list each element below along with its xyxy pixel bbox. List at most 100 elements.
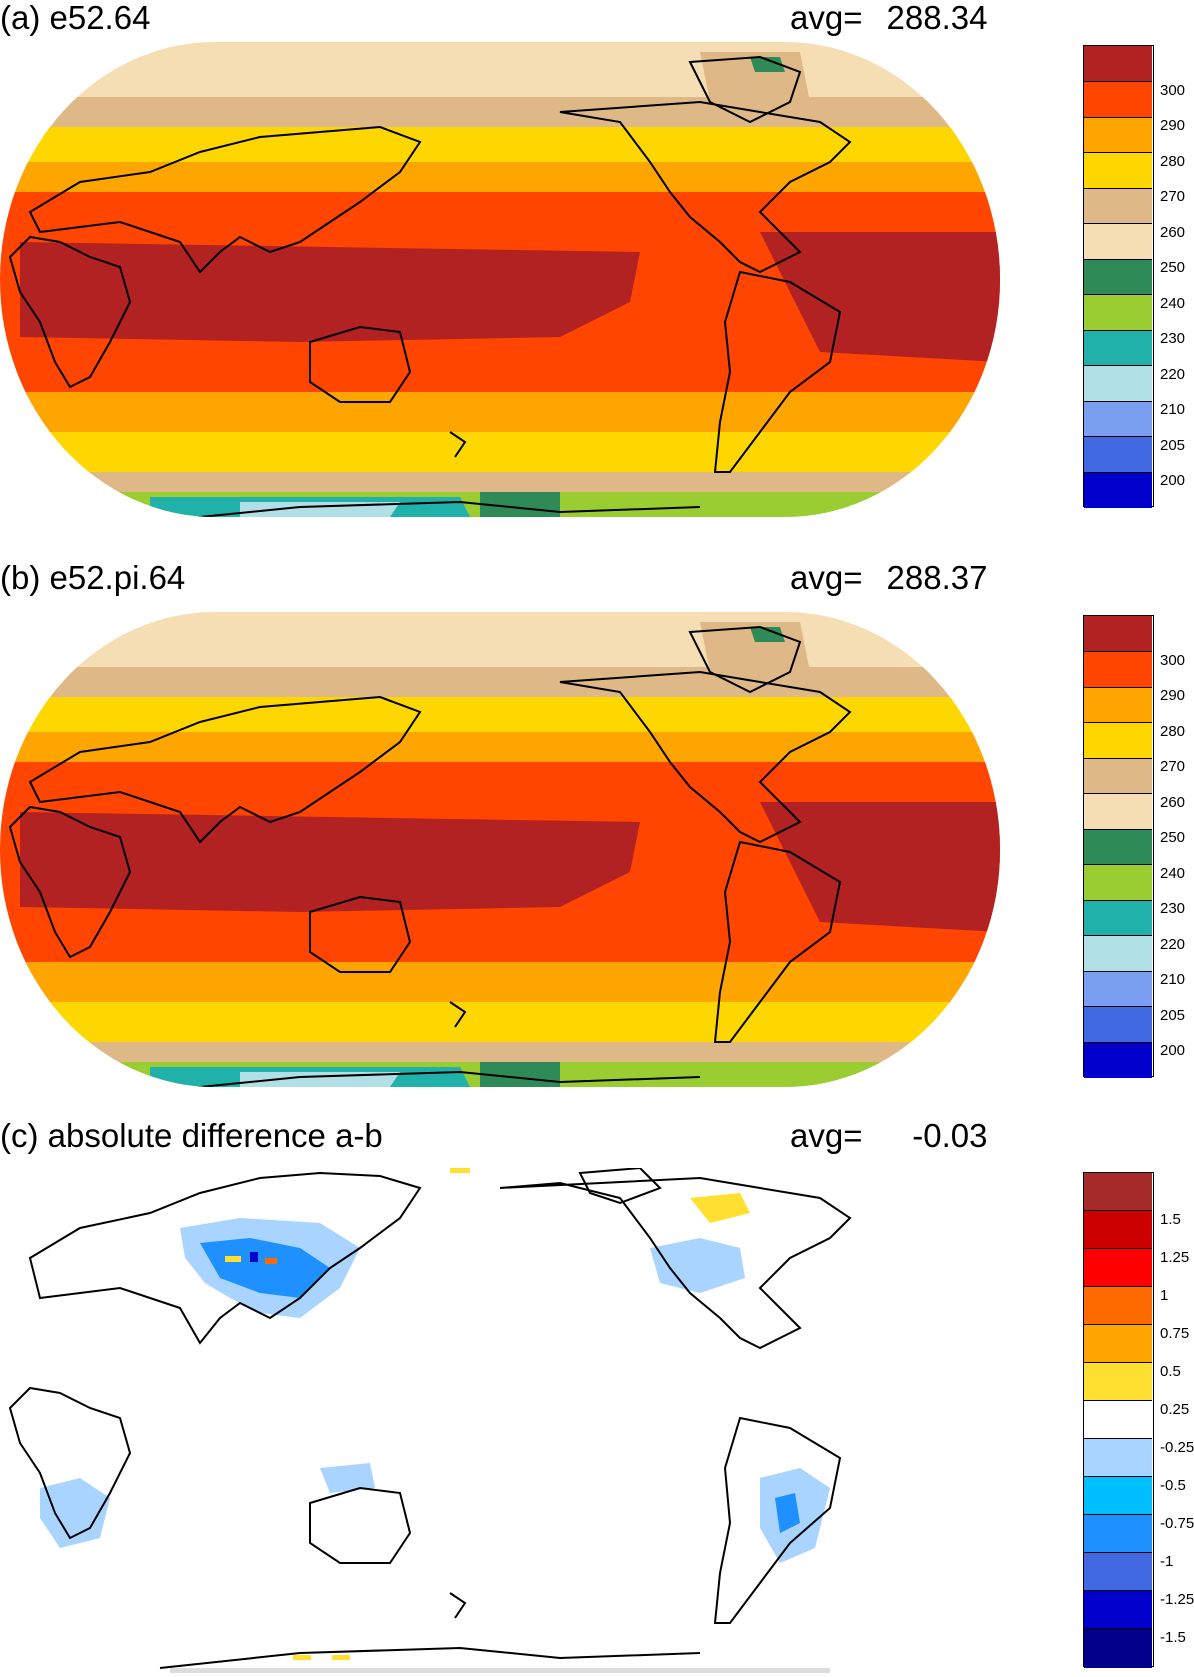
colorbar-box [1084, 936, 1152, 972]
panel-b-map [0, 612, 1000, 1087]
colorbar-box [1084, 616, 1152, 652]
colorbar-label: 240 [1160, 295, 1186, 312]
negative-spot [250, 1252, 258, 1262]
panel-c: (c) absolute difference a-b avg= -0.03 [0, 1118, 1194, 1677]
colorbar-label: 240 [1160, 865, 1186, 882]
panel-a-colorbar [1083, 45, 1154, 508]
colorbar-label: 200 [1160, 472, 1186, 489]
colorbar-box [1084, 1043, 1152, 1078]
colorbar-box [1084, 473, 1152, 508]
colorbar-label: 205 [1160, 1007, 1186, 1024]
colorbar-label: -1.5 [1160, 1629, 1186, 1646]
colorbar-box [1084, 1439, 1152, 1477]
greenland-peak [750, 627, 785, 642]
strong-negative-asia [200, 1238, 330, 1298]
colorbar-label: 250 [1160, 259, 1186, 276]
colorbar-box [1084, 652, 1152, 688]
colorbar-box [1084, 1173, 1152, 1211]
strong-negative-sa [775, 1493, 800, 1533]
panel-c-colorbar [1083, 1172, 1154, 1668]
panel-a-avg-value: 288.34 [886, 0, 988, 36]
colorbar-label: 280 [1160, 153, 1186, 170]
warm-pool [20, 242, 640, 342]
colorbar-label: 1 [1160, 1287, 1169, 1304]
colorbar-box [1084, 1287, 1152, 1325]
colorbar-box [1084, 260, 1152, 295]
coastlines [8, 625, 852, 1087]
panel-c-avg: avg= -0.03 [790, 1118, 987, 1154]
positive-spot [225, 1256, 241, 1262]
colorbar-label: 280 [1160, 723, 1186, 740]
colorbar-box [1084, 1325, 1152, 1363]
colorbar-label: 230 [1160, 900, 1186, 917]
colorbar-label: -0.75 [1160, 1515, 1194, 1532]
panel-c-avg-value: -0.03 [912, 1117, 988, 1154]
colorbar-box [1084, 1629, 1152, 1668]
colorbar-box [1084, 759, 1152, 794]
negative-north-america [650, 1238, 745, 1293]
colorbar-label: 1.25 [1160, 1249, 1190, 1266]
colorbar-box [1084, 46, 1152, 82]
colorbar-box [1084, 1363, 1152, 1401]
colorbar-box [1084, 118, 1152, 153]
warm-pool [20, 812, 640, 912]
panel-c-avg-label: avg= [790, 1117, 863, 1154]
colorbar-label: 220 [1160, 366, 1186, 383]
positive-greenland [690, 1193, 750, 1223]
positive-spot [450, 1168, 470, 1173]
colorbar-box [1084, 1515, 1152, 1553]
colorbar-box [1084, 82, 1152, 118]
colorbar-label: 260 [1160, 794, 1186, 811]
colorbar-box [1084, 1401, 1152, 1439]
colorbar-box [1084, 901, 1152, 936]
colorbar-label: 290 [1160, 687, 1186, 704]
colorbar-box [1084, 723, 1152, 759]
colorbar-box [1084, 1249, 1152, 1287]
colorbar-label: 0.5 [1160, 1363, 1181, 1380]
negative-africa [40, 1478, 110, 1548]
colorbar-label: 260 [1160, 224, 1186, 241]
panel-a-title: (a) e52.64 [0, 0, 151, 36]
difference-field [40, 1168, 830, 1660]
positive-spot [293, 1655, 311, 1660]
panel-b-title: (b) e52.pi.64 [0, 559, 186, 596]
colorbar-label: 210 [1160, 401, 1186, 418]
colorbar-box [1084, 688, 1152, 723]
colorbar-label: -1.25 [1160, 1591, 1194, 1608]
colorbar-box [1084, 1553, 1152, 1591]
atlantic-warm [760, 802, 1000, 932]
band-south-warm [0, 962, 1000, 1007]
colorbar-box [1084, 972, 1152, 1007]
band-south-mild [0, 432, 1000, 477]
colorbar-box [1084, 830, 1152, 865]
coastlines [8, 1168, 852, 1669]
colorbar-label: 270 [1160, 188, 1186, 205]
colorbar-box [1084, 366, 1152, 402]
colorbar-label: 0.75 [1160, 1325, 1190, 1342]
panel-b: (b) e52.pi.64 avg= 288.37 [0, 560, 1194, 1115]
panel-c-map [0, 1168, 1000, 1673]
greenland-peak [750, 57, 785, 72]
colorbar-label: 200 [1160, 1042, 1186, 1059]
colorbar-label: 230 [1160, 330, 1186, 347]
colorbar-label: -0.25 [1160, 1439, 1194, 1456]
band-south-warm [0, 392, 1000, 437]
colorbar-label: 270 [1160, 758, 1186, 775]
colorbar-label: 220 [1160, 936, 1186, 953]
colorbar-box [1084, 189, 1152, 224]
panel-a-avg: avg= 288.34 [790, 0, 987, 36]
colorbar-box [1084, 295, 1152, 331]
coastlines [8, 55, 852, 517]
positive-spot [332, 1655, 350, 1660]
panel-b-avg-label: avg= [790, 559, 863, 596]
colorbar-label: 0.25 [1160, 1401, 1190, 1418]
colorbar-label: -1 [1160, 1553, 1174, 1570]
colorbar-label: 1.5 [1160, 1211, 1181, 1228]
positive-spot [265, 1258, 277, 1264]
panel-b-avg: avg= 288.37 [790, 560, 987, 596]
colorbar-box [1084, 1211, 1152, 1249]
colorbar-label: 300 [1160, 82, 1186, 99]
colorbar-box [1084, 794, 1152, 830]
atlantic-warm [760, 232, 1000, 362]
colorbar-box [1084, 1591, 1152, 1629]
